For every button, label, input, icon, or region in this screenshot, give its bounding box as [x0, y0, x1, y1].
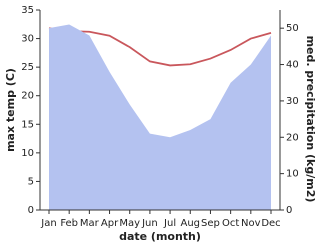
x-tick-label: Nov: [241, 218, 261, 229]
y-tick-label: 25: [21, 62, 34, 73]
x-tick-label: Oct: [222, 218, 239, 229]
x-tick-label: Jul: [163, 218, 176, 229]
y-tick-label: 35: [21, 5, 34, 16]
x-axis-label: date (month): [119, 230, 201, 243]
x-tick-label: Sep: [201, 218, 220, 229]
precip-area: [49, 24, 271, 210]
x-tick-label: Mar: [80, 218, 100, 229]
x-tick-label: Aug: [181, 218, 201, 229]
x-tick-label: Dec: [261, 218, 280, 229]
y-tick-label: 5: [28, 176, 34, 187]
x-tick-label: Apr: [101, 218, 119, 229]
x-tick-label: Feb: [60, 218, 78, 229]
y-axis-label: max temp (C): [4, 68, 17, 152]
y-tick-label: 15: [21, 119, 34, 130]
y-tick-label: 0: [28, 205, 34, 216]
y-tick-label: 20: [21, 91, 34, 102]
y2-tick-label: 10: [286, 169, 299, 180]
x-tick-label: May: [119, 218, 140, 229]
x-tick-label: Jan: [40, 218, 56, 229]
y-tick-label: 10: [21, 148, 34, 159]
y2-tick-label: 40: [286, 60, 299, 71]
temp-line: [48, 27, 272, 67]
y2-tick-label: 30: [286, 96, 299, 107]
y-tick-label: 30: [21, 34, 34, 45]
x-tick-label: Jun: [141, 218, 158, 229]
y2-tick-label: 0: [286, 205, 292, 216]
y2-axis-label: med. precipitation (kg/m2): [304, 36, 317, 203]
y2-tick-label: 20: [286, 132, 299, 143]
y2-tick-label: 50: [286, 23, 299, 34]
